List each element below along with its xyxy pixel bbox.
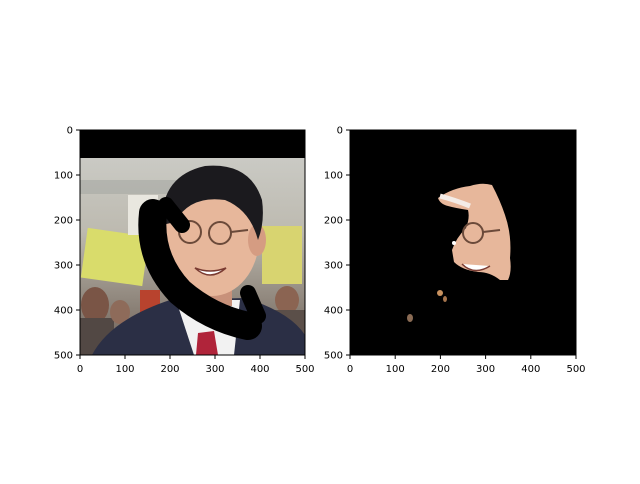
x-tick-label: 100	[386, 364, 405, 375]
x-tick-label: 0	[347, 364, 353, 375]
extracted-face-region	[438, 183, 511, 280]
x-tick-label: 300	[476, 364, 495, 375]
left-axes-frame	[79, 129, 306, 356]
x-tick-label: 400	[250, 364, 269, 375]
y-tick-label: 100	[54, 171, 73, 182]
y-tick-label: 200	[54, 216, 73, 227]
curved-occlusion-stroke	[138, 199, 262, 340]
right-axes-frame	[349, 129, 577, 356]
ear	[248, 224, 266, 256]
y-tick-label: 500	[54, 351, 73, 362]
x-tick-label: 500	[295, 364, 314, 375]
y-tick-label: 0	[67, 126, 73, 137]
face	[165, 180, 259, 296]
y-tick-label: 400	[54, 306, 73, 317]
background-sign	[80, 227, 150, 287]
left-image-panel	[80, 130, 305, 355]
stray-blob	[437, 290, 443, 296]
x-tick-label: 300	[205, 364, 224, 375]
hair	[161, 165, 263, 240]
background-person	[81, 287, 109, 323]
y-tick-label: 300	[324, 261, 343, 272]
glasses	[462, 222, 484, 244]
mouth	[194, 267, 227, 276]
x-tick-label: 200	[160, 364, 179, 375]
x-tick-label: 100	[115, 364, 134, 375]
x-tick-label: 400	[521, 364, 540, 375]
background-sign	[262, 226, 302, 284]
x-tick-label: 0	[77, 364, 83, 375]
y-tick-label: 0	[337, 126, 343, 137]
y-tick-label: 500	[324, 351, 343, 362]
y-tick-label: 200	[324, 216, 343, 227]
red-tie	[196, 331, 218, 355]
top-occlusion-bar	[80, 130, 305, 158]
y-tick-label: 400	[324, 306, 343, 317]
right-image-panel	[350, 130, 576, 355]
y-tick-label: 100	[324, 171, 343, 182]
stray-blob	[407, 314, 413, 322]
y-tick-label: 300	[54, 261, 73, 272]
x-tick-label: 200	[431, 364, 450, 375]
x-tick-label: 500	[566, 364, 585, 375]
